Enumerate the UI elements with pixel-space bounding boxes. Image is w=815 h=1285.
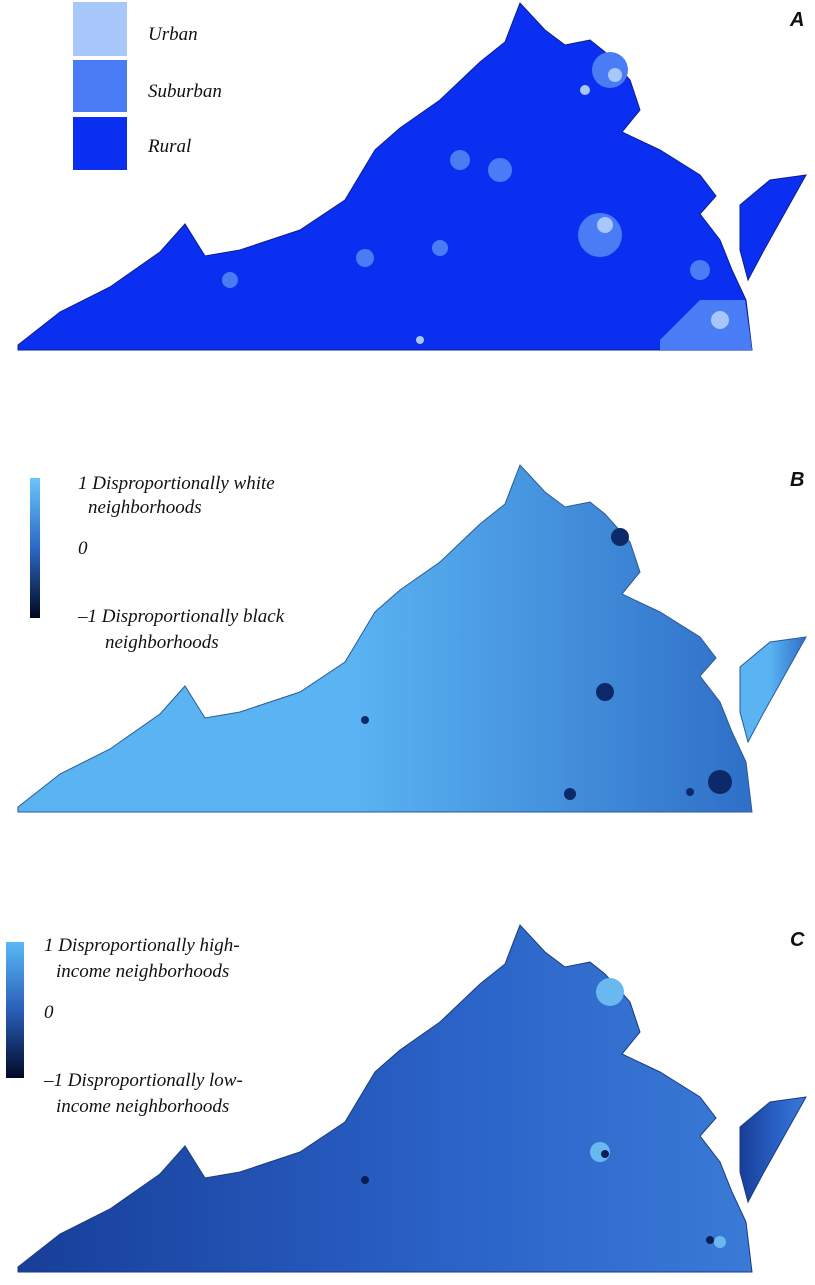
dark-areas xyxy=(361,528,732,800)
legend-label: income neighborhoods xyxy=(56,1096,229,1117)
dark-areas xyxy=(361,1150,714,1244)
legend-label: 1 Disproportionally white xyxy=(78,473,275,494)
legend-swatch xyxy=(73,60,127,112)
light-areas xyxy=(590,978,726,1248)
colorbar xyxy=(6,942,24,1078)
legend-label: Urban xyxy=(148,24,198,45)
urban-areas xyxy=(416,68,729,344)
legend-label: Rural xyxy=(147,136,191,157)
panel-label: C xyxy=(790,929,805,951)
legend-label: income neighborhoods xyxy=(56,961,229,982)
map-rural xyxy=(17,2,807,351)
legend-label: neighborhoods xyxy=(105,632,219,653)
panel-label: A xyxy=(789,9,804,31)
legend-label: 1 Disproportionally high- xyxy=(44,935,240,956)
legend-label: –1 Disproportionally black xyxy=(77,606,285,627)
colorbar xyxy=(30,478,40,618)
legend-swatch xyxy=(73,2,127,56)
legend-label: Suburban xyxy=(148,81,222,102)
panel-label: B xyxy=(790,469,804,491)
legend-label: 0 xyxy=(44,1002,54,1023)
legend-label: neighborhoods xyxy=(88,497,202,518)
legend-label: –1 Disproportionally low- xyxy=(43,1070,243,1091)
map-c xyxy=(17,924,807,1273)
legend-swatch xyxy=(73,117,127,170)
legend-label: 0 xyxy=(78,538,88,559)
map-b xyxy=(17,464,807,813)
